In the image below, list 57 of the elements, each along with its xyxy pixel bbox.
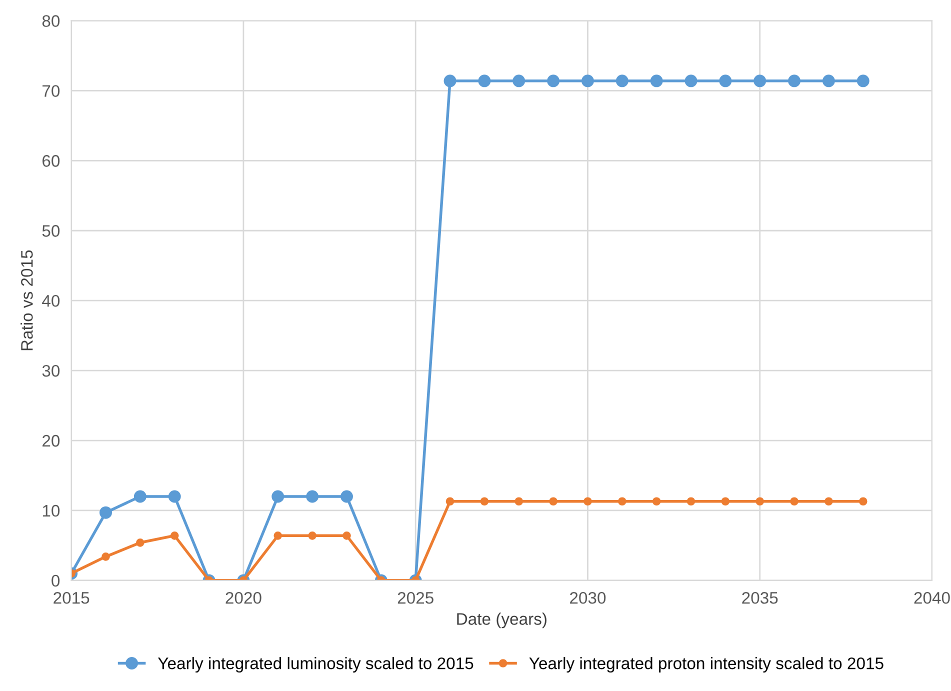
point	[274, 531, 282, 540]
point	[444, 74, 456, 88]
point	[549, 497, 558, 506]
point	[446, 497, 454, 506]
point	[856, 74, 870, 88]
point	[652, 497, 661, 506]
point	[858, 497, 868, 506]
point	[168, 490, 181, 503]
point	[547, 74, 560, 88]
point	[788, 74, 801, 88]
point	[308, 531, 316, 540]
point	[756, 497, 764, 506]
x-tick-label: 2040	[914, 592, 950, 604]
point	[514, 497, 524, 506]
point	[719, 74, 732, 88]
y-tick-label: 30	[42, 364, 60, 377]
point	[754, 74, 766, 88]
point	[512, 74, 526, 88]
point	[721, 497, 730, 506]
point	[616, 74, 628, 88]
y-axis-title: Ratio vs 2015	[20, 250, 33, 350]
y-tick-label: 80	[42, 15, 60, 27]
legend-label: Yearly integrated luminosity scaled to 2015	[158, 657, 474, 673]
point	[170, 531, 179, 540]
point	[340, 490, 353, 503]
point	[134, 490, 146, 503]
y-tick-label: 70	[42, 85, 60, 97]
point	[650, 74, 663, 88]
point	[480, 497, 489, 506]
point	[581, 74, 594, 88]
point	[478, 74, 491, 88]
point	[686, 497, 696, 506]
y-tick-label: 40	[42, 294, 60, 307]
point	[618, 497, 626, 506]
point	[272, 490, 284, 503]
point	[100, 506, 112, 519]
x-axis-title: Date (years)	[457, 612, 546, 628]
point	[102, 552, 110, 561]
x-tick-label: 2030	[570, 592, 606, 604]
y-tick-label: 10	[42, 504, 60, 517]
point	[684, 74, 698, 88]
point	[824, 497, 833, 506]
y-tick-label: 50	[42, 225, 60, 237]
y-tick-label: 0	[52, 574, 60, 587]
y-tick-label: 20	[42, 434, 60, 447]
point	[342, 531, 351, 540]
x-tick-label: 2025	[398, 592, 434, 604]
point	[306, 490, 319, 503]
x-tick-label: 2035	[742, 592, 778, 604]
y-tick-label: 60	[42, 155, 60, 167]
legend-label: Yearly integrated proton intensity scaled to 2015	[529, 657, 884, 673]
x-tick-label: 2020	[226, 592, 262, 604]
x-tick-label: 2015	[54, 592, 90, 604]
point	[584, 497, 592, 506]
point	[822, 74, 835, 88]
point	[790, 497, 798, 506]
point	[136, 538, 144, 547]
